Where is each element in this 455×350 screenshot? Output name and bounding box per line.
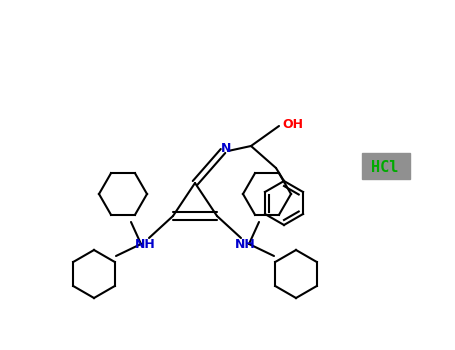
- Text: N: N: [221, 142, 231, 155]
- Text: HCl: HCl: [371, 161, 399, 175]
- FancyBboxPatch shape: [362, 153, 410, 179]
- Text: NH: NH: [135, 238, 155, 251]
- Text: OH: OH: [282, 118, 303, 131]
- Text: NH: NH: [235, 238, 255, 251]
